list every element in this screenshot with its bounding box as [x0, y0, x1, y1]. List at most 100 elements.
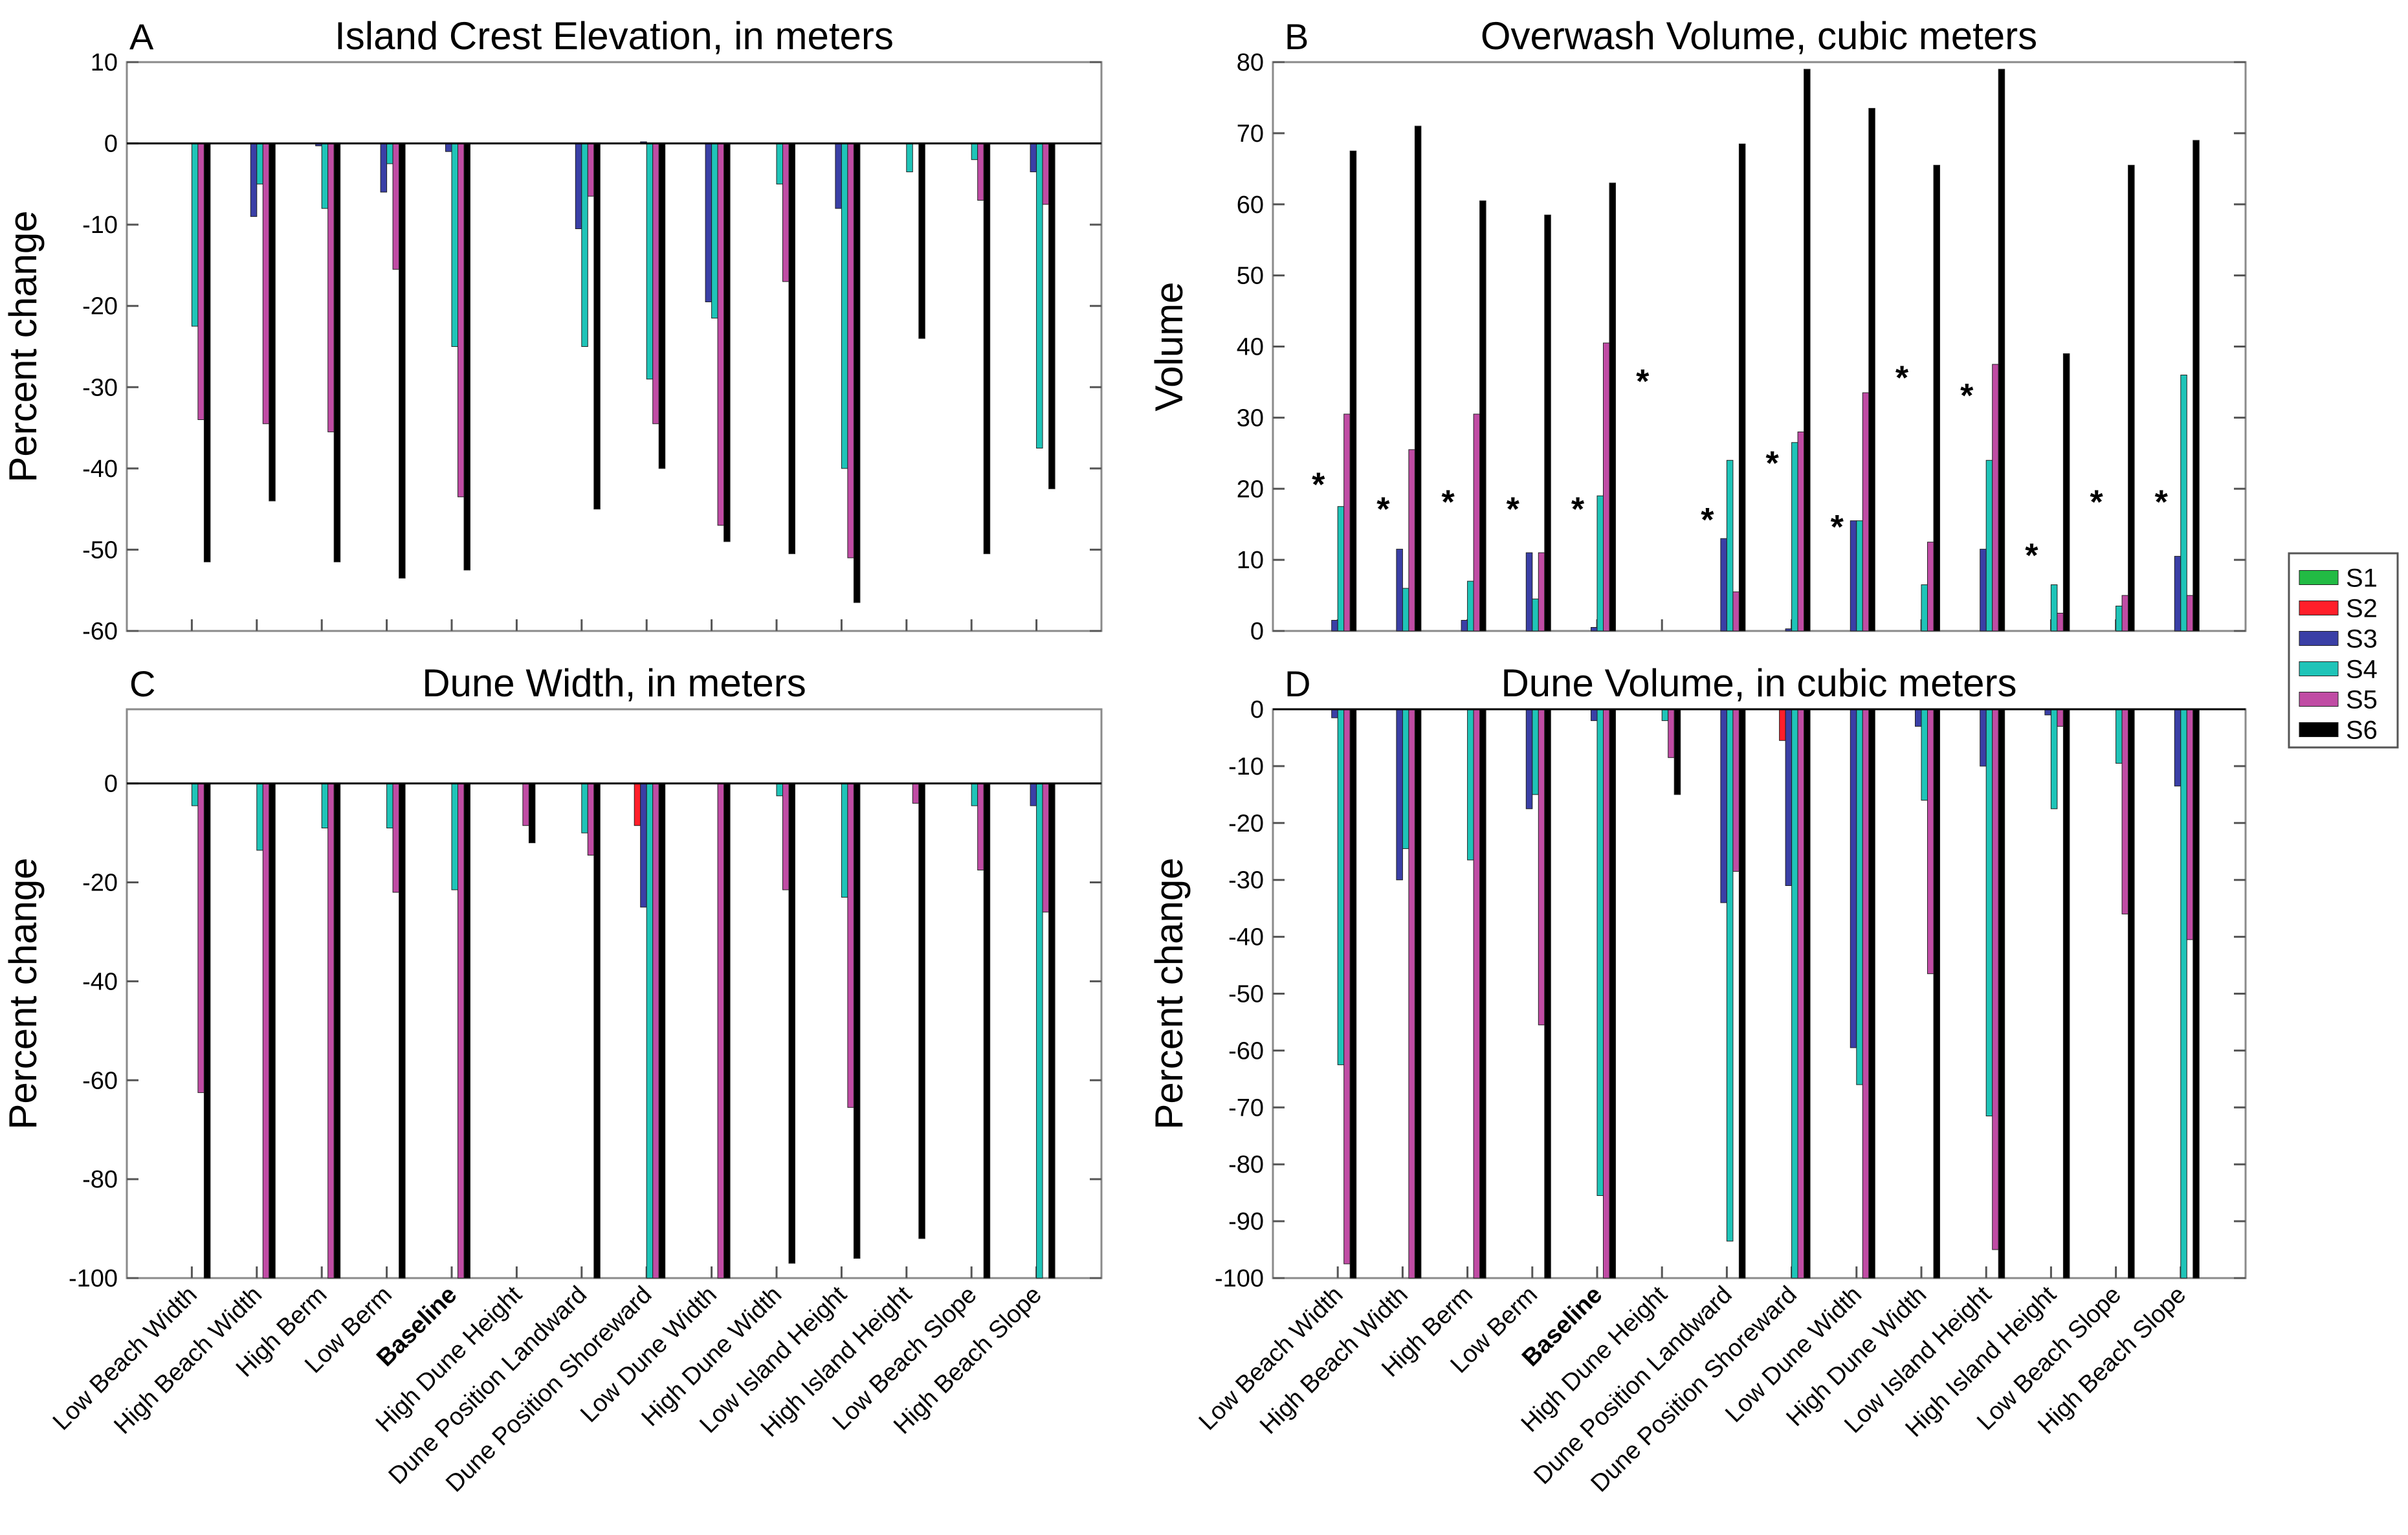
bar-s6-low-island-height: [853, 783, 861, 1259]
bar-s4-dune-position-shoreward: [1791, 442, 1798, 632]
legend-label-s2: S2: [2346, 595, 2378, 623]
y-tick-label: 20: [1237, 476, 1264, 503]
panel-title: Overwash Volume, cubic meters: [1481, 14, 2037, 58]
bar-s6-low-island-height: [853, 143, 861, 603]
bar-s6-low-beach-width: [1349, 150, 1357, 632]
panel-a: 10 0 -10 -20 -30 -40 -50 -60 Island Crest Elevat…: [1, 14, 1103, 645]
legend-swatch-s2: [2299, 601, 2339, 615]
bar-s5-low-dune-width: [717, 783, 725, 1279]
bar-s5-high-beach-slope: [1042, 143, 1050, 205]
bar-s5-high-beach-width: [1408, 449, 1415, 632]
asterisk-marker: *: [1312, 466, 1325, 503]
y-axis-label: Percent change: [1, 210, 45, 482]
bars: [1331, 709, 2200, 1279]
asterisk-marker: *: [1765, 445, 1779, 482]
bar-s6-baseline: [463, 143, 470, 571]
bar-s6-high-dune-height: [1673, 709, 1681, 795]
asterisk-marker: *: [1441, 484, 1455, 522]
series-s6: [1349, 709, 2200, 1279]
bar-s5-low-beach-slope: [977, 143, 984, 201]
y-tick-label: 80: [1237, 49, 1264, 76]
bar-s4-high-beach-width: [1402, 588, 1409, 632]
legend-label-s5: S5: [2346, 686, 2378, 714]
bar-s3-low-berm: [1525, 709, 1533, 810]
asterisk-marker: *: [1507, 491, 1520, 529]
bar-s4-high-island-height: [2050, 709, 2058, 810]
bar-s6-baseline: [463, 783, 470, 1279]
bar-s4-low-island-height: [1985, 459, 1993, 632]
bar-s6-high-beach-width: [1414, 126, 1422, 632]
y-tick-label: -30: [1228, 867, 1264, 894]
bar-s5-low-beach-width: [1343, 709, 1351, 1264]
bar-s4-low-berm: [386, 143, 393, 164]
bar-s3-high-beach-slope: [2174, 709, 2182, 787]
y-tick-label: 10: [1237, 547, 1264, 574]
bar-s4-low-beach-slope: [971, 143, 978, 160]
bar-s4-high-berm: [321, 783, 329, 828]
y-tick-label: -20: [82, 870, 118, 897]
bar-s4-high-beach-slope: [2180, 709, 2187, 1279]
bar-s5-high-berm: [1473, 709, 1481, 1279]
bar-s6-low-dune-width: [1868, 709, 1875, 1279]
bar-s4-low-beach-width: [191, 783, 199, 806]
bar-s5-high-dune-width: [782, 143, 790, 282]
series-s6: [1349, 69, 2200, 632]
bar-s5-high-berm: [1473, 414, 1481, 632]
asterisk-marker: *: [2090, 484, 2103, 522]
bar-s6-low-beach-width: [1349, 709, 1357, 1279]
y-tick-label: -20: [1228, 810, 1264, 837]
bar-s6-high-berm: [333, 783, 341, 1279]
bar-s6-dune-position-shoreward: [1804, 69, 1811, 632]
bar-s3-dune-position-landward: [575, 143, 582, 229]
bar-s6-baseline: [1609, 709, 1616, 1279]
bar-s4-high-berm: [1467, 709, 1474, 861]
bar-s5-dune-position-landward: [587, 783, 595, 856]
bar-s4-low-beach-width: [191, 143, 199, 327]
y-axis-label: Volume: [1147, 282, 1191, 411]
panel-title: Island Crest Elevation, in meters: [335, 14, 894, 58]
plot-frame: [126, 61, 1103, 632]
bar-s5-baseline: [458, 143, 465, 498]
y-tick-label: 0: [104, 771, 118, 798]
panel-title: Dune Volume, in cubic meters: [1501, 661, 2016, 705]
bar-s5-high-dune-height: [522, 783, 529, 826]
bar-s5-dune-position-landward: [587, 143, 595, 197]
bar-s4-dune-position-landward: [1726, 709, 1734, 1242]
bar-s5-dune-position-shoreward: [1797, 709, 1805, 1279]
bar-s6-high-beach-slope: [1048, 143, 1055, 489]
bar-s6-dune-position-landward: [1738, 709, 1746, 1279]
bar-s5-low-berm: [392, 783, 400, 893]
bar-s6-high-beach-slope: [2193, 140, 2200, 632]
y-tick-label: -60: [82, 618, 118, 645]
bar-s6-dune-position-landward: [593, 783, 601, 1279]
legend-swatch-s1: [2299, 570, 2339, 585]
bar-s4-low-island-height: [841, 143, 848, 469]
y-axis: 0 -20 -40 -60 -80 -100: [69, 771, 1101, 1292]
bar-s6-high-dune-width: [1933, 164, 1940, 632]
bar-s3-high-beach-width: [250, 143, 258, 217]
bar-s4-low-beach-slope: [2115, 709, 2123, 764]
panel-letter: A: [129, 16, 154, 57]
bar-s6-high-dune-height: [528, 783, 536, 843]
legend-box: [2288, 552, 2399, 749]
bar-s6-low-beach-slope: [2128, 164, 2135, 632]
bar-s3-low-dune-width: [1850, 709, 1857, 1048]
y-tick-label: -100: [1215, 1265, 1264, 1292]
bar-s4-high-dune-height: [1661, 709, 1669, 722]
y-tick-label: 0: [1250, 618, 1264, 645]
bar-s3-high-dune-width: [1915, 709, 1922, 727]
bar-s5-dune-position-shoreward: [652, 143, 659, 425]
bar-s3-dune-position-shoreward: [640, 783, 647, 908]
bar-s6-dune-position-landward: [1738, 143, 1746, 632]
bar-s3-high-beach-width: [1396, 549, 1403, 632]
bar-s3-high-beach-width: [1396, 709, 1403, 881]
y-tick-label: 50: [1237, 263, 1264, 290]
y-tick-label: -40: [1228, 924, 1264, 951]
bar-s5-low-dune-width: [1862, 392, 1870, 632]
y-tick-label: -20: [82, 293, 118, 320]
bar-s6-dune-position-landward: [593, 143, 601, 510]
bar-s5-high-beach-slope: [1042, 783, 1050, 912]
legend-swatch-s3: [2299, 631, 2339, 646]
series-s4: [1337, 709, 2187, 1279]
